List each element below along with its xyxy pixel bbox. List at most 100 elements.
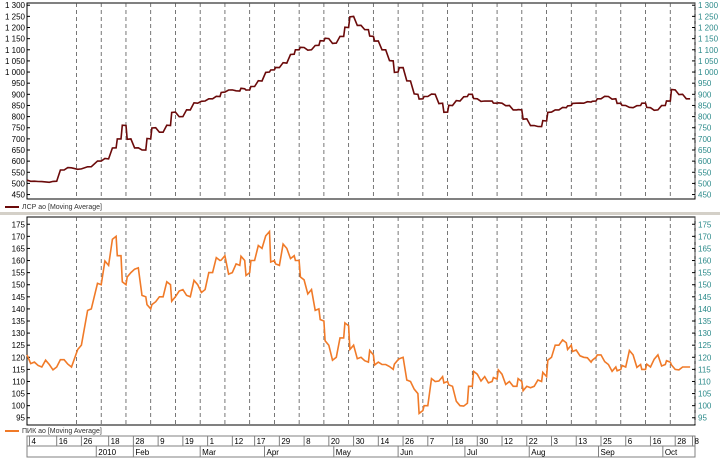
day-tick-label: 26 [83,437,92,446]
day-tick-label: 18 [111,437,120,446]
day-tick-label: 28 [135,437,144,446]
y-tick-label-left: 500 [12,179,26,188]
day-tick-label: 8 [306,437,311,446]
y-tick-label-left: 800 [12,113,26,122]
day-tick-label: 29 [281,437,290,446]
y-tick-label-left: 1 300 [5,1,26,10]
day-tick-label: 7 [430,437,435,446]
month-tick-label: Oct [665,448,678,457]
panel-separator[interactable] [0,212,720,215]
y-tick-label-right: 110 [698,377,711,386]
day-tick-label: 6 [628,437,633,446]
y-tick-label-right: 160 [698,257,712,266]
day-tick-label: 25 [603,437,612,446]
top-legend: ЛСР ао [Moving Average] [5,204,102,211]
day-tick-label: 3 [554,437,559,446]
y-tick-label-left: 175 [12,220,26,229]
y-tick-label-left: 130 [12,329,26,338]
month-tick-label: 2010 [98,448,116,457]
y-tick-label-right: 600 [698,157,712,166]
day-tick-label: 16 [59,437,68,446]
y-tick-label-left: 1 250 [5,12,26,21]
top-left-axis: 450 500 550 600 650 700 750 800 850 900 950 1 000 1 … [5,1,30,200]
y-tick-label-left: 165 [12,244,26,253]
y-tick-label-left: 1 150 [5,35,26,44]
bottom-right-axis: 95 100 105 110 115 120 125 130 135 140 145 150 155 16… [692,220,712,423]
y-tick-label-right: 1 050 [698,57,719,66]
y-tick-label-right: 750 [698,124,712,133]
y-tick-label-right: 900 [698,90,712,99]
y-tick-label-left: 160 [12,257,26,266]
bottom-panel: 95 100 105 110 115 120 125 130 135 140 145 150 155 16… [5,216,712,435]
y-tick-label-right: 145 [698,293,712,302]
month-tick-label: Feb [135,448,149,457]
y-tick-label-right: 155 [698,269,712,278]
month-tick-label: Apr [267,448,280,457]
y-tick-label-right: 450 [698,191,712,200]
y-tick-label-right: 95 [698,414,707,423]
y-tick-label-left: 1 000 [5,68,26,77]
bottom-legend-label: ПИК ао [Moving Average] [22,428,102,435]
day-tick-label: 26 [405,437,414,446]
y-tick-label-right: 1 000 [698,68,719,77]
month-tick-label: Aug [531,448,545,457]
day-tick-label: 4 [31,437,36,446]
y-tick-label-left: 120 [12,353,26,362]
y-tick-label-right: 700 [698,135,712,144]
month-tick-label: May [336,448,351,457]
y-tick-label-right: 1 150 [698,35,719,44]
y-tick-label-left: 650 [12,146,26,155]
y-tick-label-left: 750 [12,124,26,133]
y-tick-label-left: 170 [12,232,26,241]
y-tick-label-right: 850 [698,101,712,110]
top-plot-frame [26,2,696,200]
top-panel: 450 500 550 600 650 700 750 800 850 900 950 1 000 1 … [5,1,719,211]
y-tick-label-right: 175 [698,220,712,229]
y-tick-label-right: 125 [698,341,712,350]
y-tick-label-right: 1 100 [698,46,719,55]
day-tick-label: 19 [185,437,194,446]
day-tick-label: 8 [695,437,700,446]
month-tick-label: Jun [400,448,413,457]
y-tick-label-right: 120 [698,353,712,362]
day-tick-label: 14 [380,437,389,446]
day-tick-label: 18 [455,437,464,446]
y-tick-label-left: 850 [12,101,26,110]
bottom-plot-frame [26,216,696,426]
y-tick-label-right: 100 [698,402,712,411]
y-tick-label-left: 140 [12,305,26,314]
top-legend-label: ЛСР ао [Moving Average] [22,204,102,211]
day-tick-label: 12 [504,437,513,446]
y-tick-label-left: 145 [12,293,26,302]
date-axis-months: 2010 Feb Mar Apr May Jun Jul Aug Sep Oct [95,446,678,457]
y-tick-label-left: 95 [16,414,25,423]
y-tick-label-right: 130 [698,329,712,338]
y-tick-label-right: 150 [698,281,712,290]
date-axis-days: 4 16 26 18 28 9 19 1 12 17 29 8 20 30 14 26 7 18 30 12 22 3 13… [28,436,700,446]
day-tick-label: 16 [652,437,661,446]
day-tick-label: 22 [529,437,538,446]
y-tick-label-left: 155 [12,269,26,278]
day-tick-label: 13 [578,437,587,446]
bottom-series-line [26,229,691,415]
y-tick-label-right: 1 300 [698,1,719,10]
y-tick-label-left: 950 [12,79,26,88]
y-tick-label-right: 550 [698,168,712,177]
bottom-left-axis: 95 100 105 110 115 120 125 130 135 140 145 150 155 16… [12,220,30,423]
y-tick-label-right: 1 200 [698,24,719,33]
day-tick-label: 12 [234,437,243,446]
day-tick-label: 17 [257,437,266,446]
y-tick-label-left: 1 200 [5,24,26,33]
month-tick-label: Sep [601,448,616,457]
date-axis: 4 16 26 18 28 9 19 1 12 17 29 8 20 30 14 26 7 18 30 12 22 3 13… [26,435,700,458]
y-tick-label-left: 600 [12,157,26,166]
y-tick-label-left: 105 [12,390,26,399]
y-tick-label-right: 1 250 [698,12,719,21]
y-tick-label-left: 100 [12,402,26,411]
day-tick-label: 1 [210,437,215,446]
y-tick-label-left: 1 100 [5,46,26,55]
month-tick-label: Mar [202,448,216,457]
day-tick-label: 20 [331,437,340,446]
month-tick-label: Jul [467,448,477,457]
